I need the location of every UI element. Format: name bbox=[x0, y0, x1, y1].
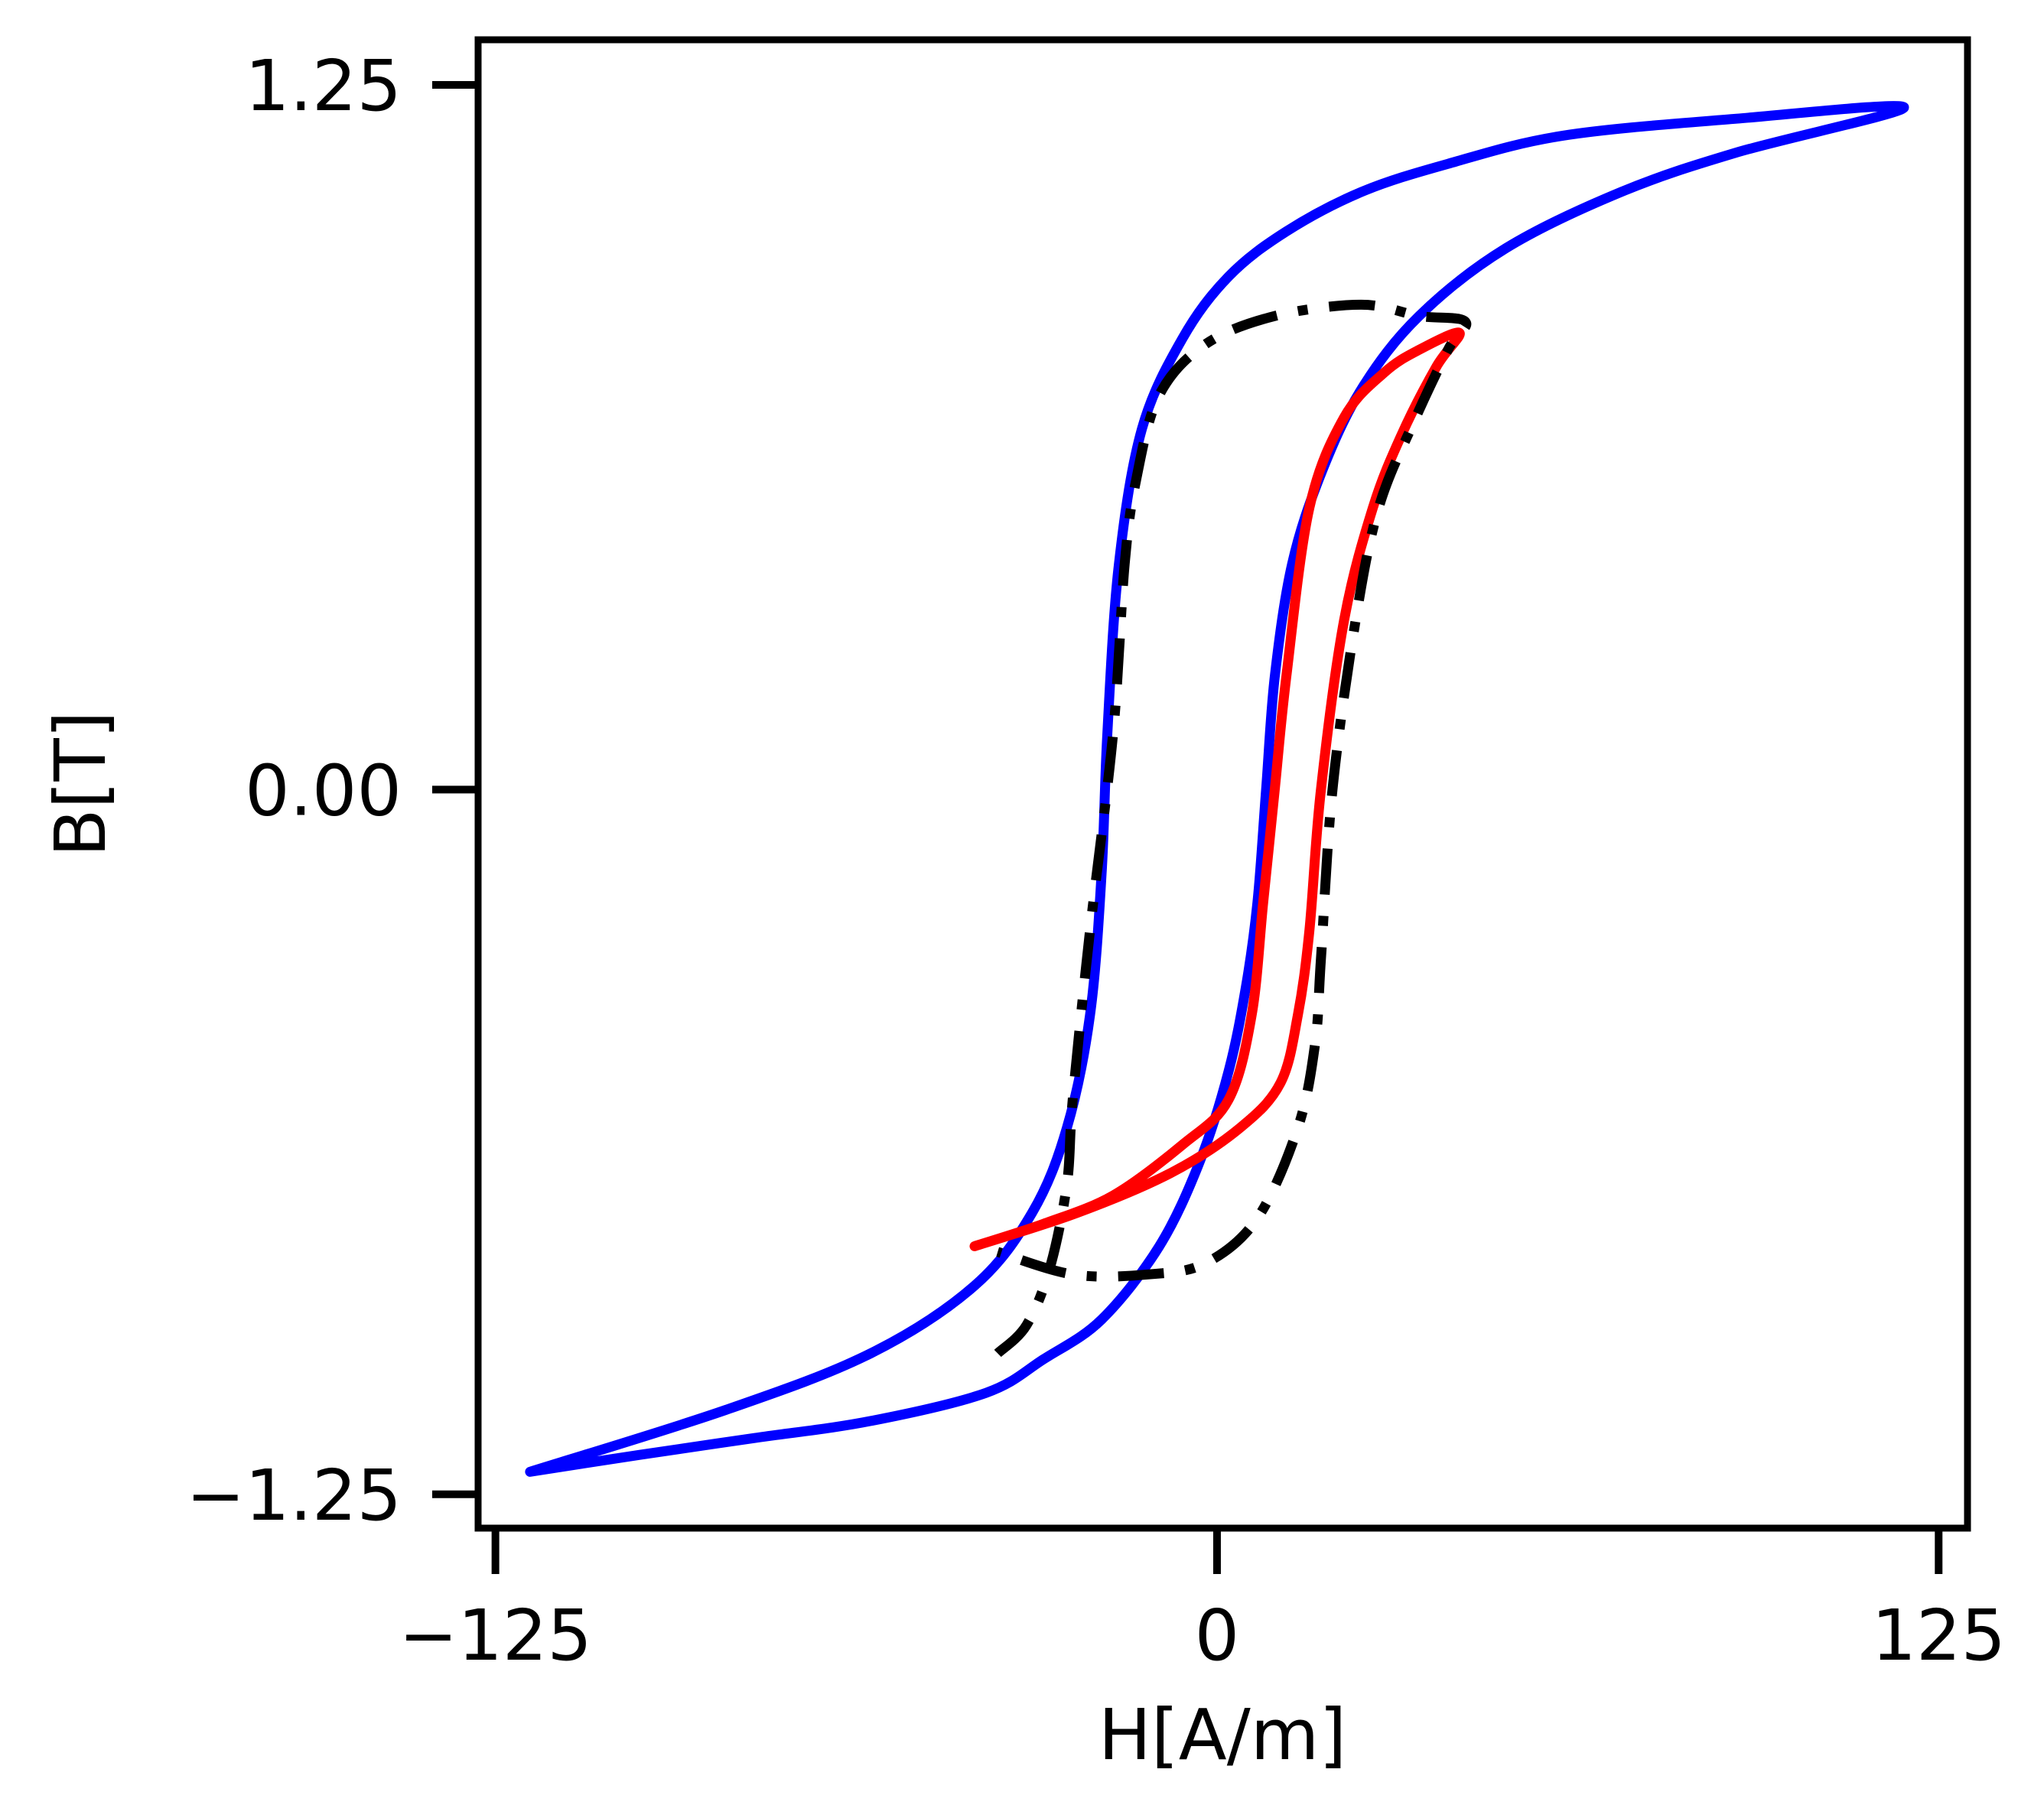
y-tick-label: 1.25 bbox=[245, 45, 402, 127]
series-line-1 bbox=[525, 101, 1909, 1477]
y-tick-label: −1.25 bbox=[186, 1455, 402, 1537]
x-tick-label: 0 bbox=[1195, 1595, 1240, 1677]
plot-frame bbox=[474, 36, 1971, 1532]
y-axis-label: B[T] bbox=[40, 711, 122, 857]
x-axis-label: H[A/m] bbox=[1098, 1694, 1347, 1776]
x-tick-label: −125 bbox=[399, 1595, 592, 1677]
y-tick-label: 0.00 bbox=[245, 750, 402, 831]
x-tick-label: 125 bbox=[1871, 1595, 2006, 1677]
tick-layer: −125 0 125 −1.25 0.00 1.25 bbox=[186, 45, 2006, 1677]
series-line-3 bbox=[994, 299, 1472, 1358]
series-line-2 bbox=[969, 327, 1465, 1251]
series-layer bbox=[525, 101, 1909, 1477]
